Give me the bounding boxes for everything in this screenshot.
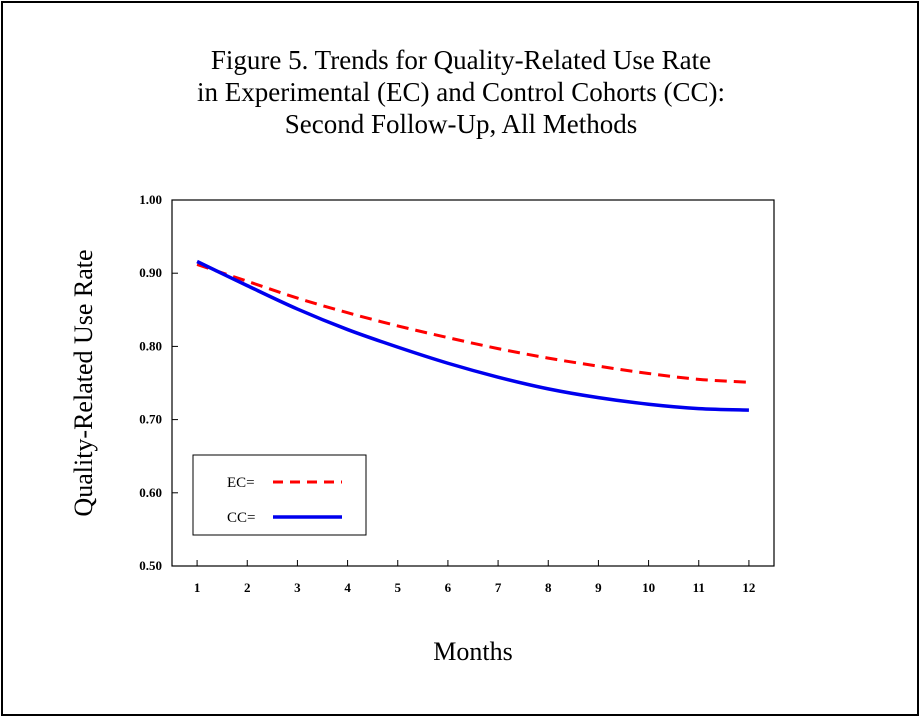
x-tick-label: 7 [495, 580, 502, 595]
x-axis-ticks: 1 2 3 4 5 6 7 8 9 10 11 12 [194, 560, 755, 595]
plot-area [171, 199, 775, 567]
x-tick-label: 9 [595, 580, 602, 595]
legend-label-cc: CC= [227, 510, 255, 526]
legend-label-ec: EC= [227, 475, 255, 491]
x-tick-label: 1 [194, 580, 201, 595]
legend-box [192, 454, 367, 536]
y-axis-ticks: 0.50 0.60 0.70 0.80 0.90 1.00 [139, 192, 178, 573]
y-tick-label: 0.50 [139, 558, 162, 573]
y-axis-label: Quality-Related Use Rate [69, 249, 98, 516]
title-line-1: Figure 5. Trends for Quality-Related Use… [210, 45, 712, 75]
x-tick-label: 5 [395, 580, 402, 595]
x-tick-label: 2 [244, 580, 251, 595]
y-tick-label: 0.90 [139, 265, 162, 280]
x-tick-label: 11 [693, 580, 705, 595]
x-tick-label: 12 [742, 580, 755, 595]
y-tick-label: 0.60 [139, 485, 162, 500]
y-tick-label: 0.70 [139, 412, 162, 427]
x-tick-label: 3 [294, 580, 301, 595]
title-line-3: Second Follow-Up, All Methods [284, 109, 638, 139]
x-tick-label: 4 [344, 580, 351, 595]
x-axis-label: Months [433, 637, 512, 666]
x-tick-label: 6 [445, 580, 452, 595]
y-tick-label: 1.00 [139, 192, 162, 207]
series-line-cc [196, 259, 749, 412]
x-tick-label: 10 [642, 580, 655, 595]
x-tick-label: 8 [545, 580, 552, 595]
title-line-2: in Experimental (EC) and Control Cohorts… [197, 77, 725, 107]
series-line-ec [196, 262, 750, 384]
legend: EC= CC= [192, 454, 367, 536]
series-lines [196, 259, 750, 412]
chart-title: Figure 5. Trends for Quality-Related Use… [0, 44, 922, 140]
y-tick-label: 0.80 [139, 338, 162, 353]
